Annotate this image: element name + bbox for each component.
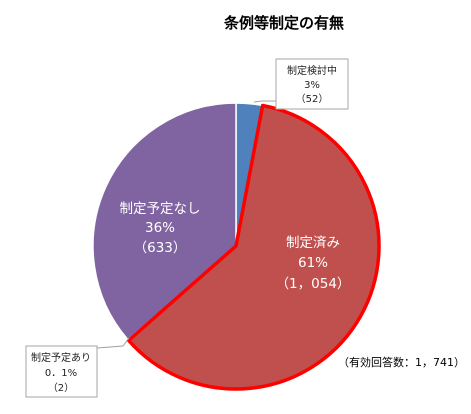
slice-not-planned <box>92 102 237 341</box>
slice-count-not-planned: （633） <box>134 240 187 256</box>
callout-box-considering <box>275 58 349 110</box>
highlight-outline <box>126 103 381 391</box>
callout-box-planned <box>25 345 98 398</box>
slice-count-considering: （52） <box>296 93 329 105</box>
slice-count-enacted: （1，054） <box>276 276 351 292</box>
leader-line-planned <box>96 337 130 349</box>
slice-percent-enacted: 61% <box>298 255 328 271</box>
response-count-note: （有効回答数：1，741） <box>338 355 465 369</box>
chart-title: 条例等制定の有無 <box>223 14 344 32</box>
slice-percent-not-planned: 36% <box>145 220 175 236</box>
slice-label-not-planned: 制定予定なし <box>120 201 201 217</box>
slice-percent-planned: 0．1% <box>45 368 77 379</box>
slice-percent-considering: 3% <box>304 80 320 91</box>
slice-label-considering: 制定検討中 <box>287 64 337 77</box>
slice-label-planned: 制定予定あり <box>31 351 91 364</box>
slice-enacted-highlight <box>126 103 381 391</box>
slice-label-enacted: 制定済み <box>286 235 340 251</box>
leader-line-considering <box>253 100 276 103</box>
slice-count-planned: （2） <box>48 382 74 394</box>
